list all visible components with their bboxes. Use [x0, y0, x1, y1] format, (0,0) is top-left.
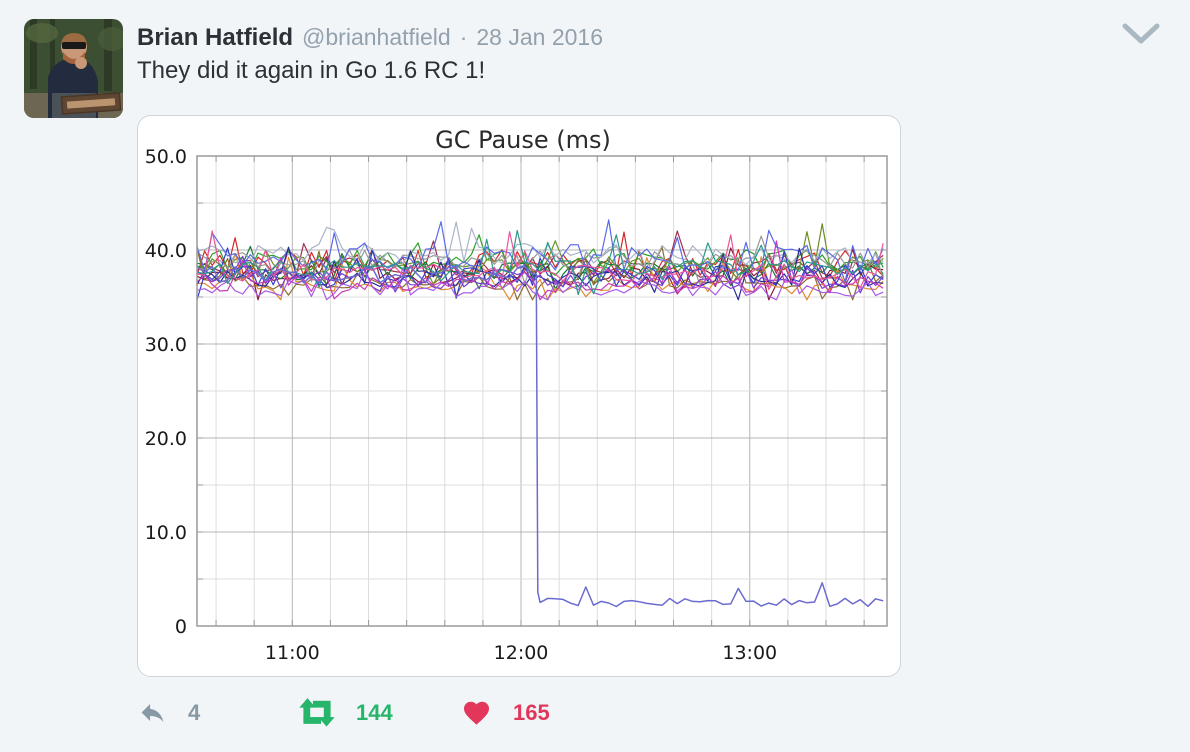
- reply-count: 4: [188, 699, 201, 725]
- chevron-down-icon: [1122, 23, 1160, 44]
- author-name[interactable]: Brian Hatfield: [137, 24, 294, 51]
- like-button[interactable]: 165: [460, 698, 550, 728]
- avatar[interactable]: [24, 19, 123, 118]
- tweet-menu-button[interactable]: [1118, 20, 1164, 50]
- reply-button[interactable]: 4: [137, 698, 200, 727]
- retweet-cycle-icon: [299, 698, 335, 727]
- author-handle[interactable]: @brianhatfield: [302, 24, 451, 50]
- chart-title: GC Pause (ms): [435, 126, 611, 154]
- tweet-header: Brian Hatfield @brianhatfield · 28 Jan 2…: [137, 24, 603, 52]
- svg-text:11:00: 11:00: [265, 642, 320, 664]
- svg-text:13:00: 13:00: [722, 642, 777, 664]
- retweet-count: 144: [356, 700, 393, 725]
- heart-icon: [464, 701, 489, 725]
- avatar-photo: [24, 19, 123, 118]
- svg-text:20.0: 20.0: [145, 428, 187, 450]
- dot-separator: ·: [459, 24, 468, 50]
- tweet-text: They did it again in Go 1.6 RC 1!: [137, 57, 486, 84]
- reply-arrow-icon: [141, 704, 164, 723]
- tweet-timestamp[interactable]: 28 Jan 2016: [476, 24, 603, 50]
- svg-text:10.0: 10.0: [145, 522, 187, 544]
- svg-text:40.0: 40.0: [145, 240, 187, 262]
- svg-text:50.0: 50.0: [145, 146, 187, 168]
- like-count: 165: [513, 700, 550, 725]
- svg-text:12:00: 12:00: [494, 642, 549, 664]
- svg-text:30.0: 30.0: [145, 334, 187, 356]
- tweet-media-chart[interactable]: GC Pause (ms) 11:00 12:00 13:00 0 10.0 20.0 30…: [137, 115, 901, 677]
- gc-pause-chart: GC Pause (ms) 11:00 12:00 13:00 0 10.0 20.0 30…: [145, 126, 888, 664]
- retweet-button[interactable]: 144: [298, 698, 393, 728]
- svg-text:0: 0: [175, 616, 187, 638]
